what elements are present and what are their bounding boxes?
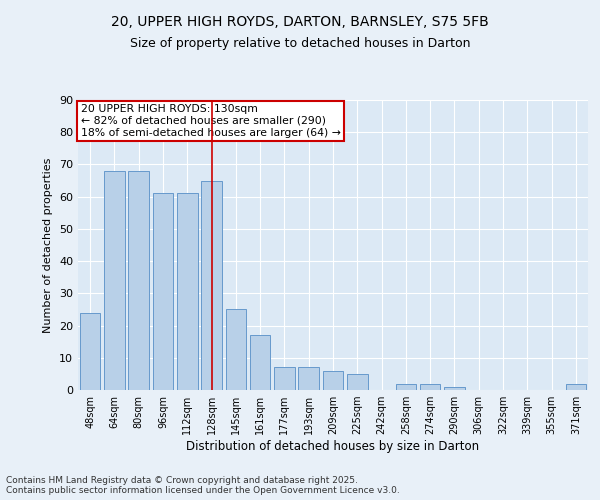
Text: Size of property relative to detached houses in Darton: Size of property relative to detached ho… (130, 38, 470, 51)
Bar (298, 368, 319, 390)
Bar (128, 171, 149, 390)
Bar (152, 194, 173, 390)
Bar (274, 368, 295, 390)
Bar (323, 370, 343, 390)
X-axis label: Distribution of detached houses by size in Darton: Distribution of detached houses by size … (187, 440, 479, 453)
Bar (250, 335, 271, 390)
Text: 20, UPPER HIGH ROYDS, DARTON, BARNSLEY, S75 5FB: 20, UPPER HIGH ROYDS, DARTON, BARNSLEY, … (111, 15, 489, 29)
Bar (226, 310, 246, 390)
Text: Contains HM Land Registry data © Crown copyright and database right 2025.
Contai: Contains HM Land Registry data © Crown c… (6, 476, 400, 495)
Bar (420, 384, 440, 390)
Bar (104, 171, 125, 390)
Text: 20 UPPER HIGH ROYDS: 130sqm
← 82% of detached houses are smaller (290)
18% of se: 20 UPPER HIGH ROYDS: 130sqm ← 82% of det… (80, 104, 340, 138)
Bar (347, 374, 368, 390)
Bar (566, 384, 586, 390)
Bar (444, 387, 465, 390)
Bar (201, 180, 222, 390)
Bar (80, 312, 100, 390)
Bar (177, 194, 197, 390)
Y-axis label: Number of detached properties: Number of detached properties (43, 158, 53, 332)
Bar (395, 384, 416, 390)
